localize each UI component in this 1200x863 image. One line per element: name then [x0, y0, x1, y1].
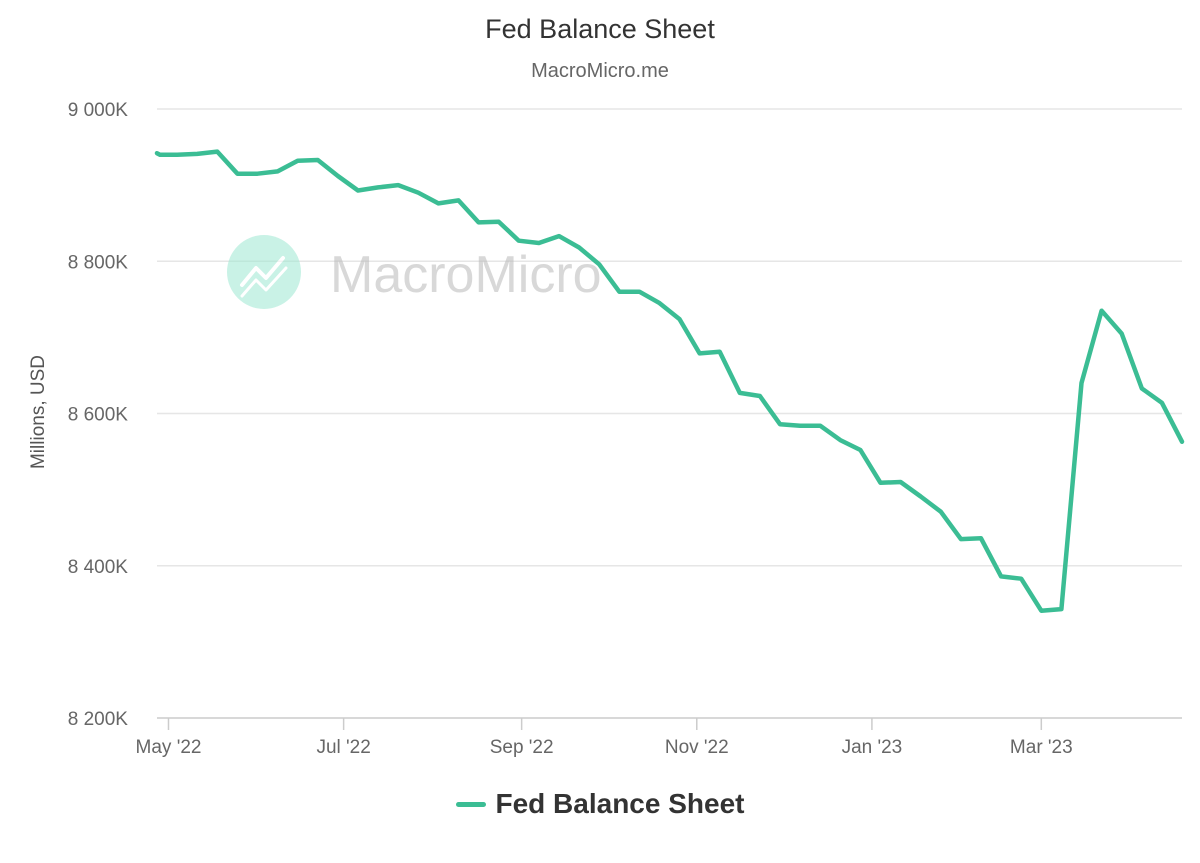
- y-axis-title: Millions, USD: [28, 355, 49, 469]
- x-tick-label: Nov '22: [665, 737, 729, 758]
- y-tick-label: 8 800K: [68, 252, 129, 273]
- watermark-text: MacroMicro: [330, 246, 602, 304]
- chart-subtitle: MacroMicro.me: [531, 60, 669, 82]
- legend[interactable]: Fed Balance Sheet: [0, 788, 1200, 820]
- chart-trend-icon-line-2: [240, 266, 288, 298]
- chart-trend-icon: [227, 235, 301, 309]
- x-tick-label: Sep '22: [490, 737, 554, 758]
- series-line-fed-balance-sheet[interactable]: [154, 149, 1185, 613]
- legend-swatch: [455, 801, 486, 807]
- axes: 9 000K 8 800K 8 600K 8 400K 8 200K May '22 Jul…: [68, 100, 1182, 758]
- chart-title: Fed Balance Sheet: [485, 14, 715, 44]
- y-tick-label: 8 400K: [68, 557, 129, 578]
- watermark: MacroMicro: [227, 235, 602, 309]
- legend-label: Fed Balance Sheet: [495, 788, 745, 819]
- y-tick-label: 8 200K: [68, 709, 129, 730]
- series: [154, 149, 1185, 613]
- y-tick-label: 9 000K: [68, 100, 129, 121]
- grid-lines: [157, 108, 1182, 567]
- chart-trend-icon-line: [240, 256, 285, 287]
- x-tick-label: Mar '23: [1010, 737, 1073, 758]
- x-tick-label: Jan '23: [842, 737, 903, 758]
- x-tick-label: Jul '22: [316, 737, 370, 758]
- y-tick-label: 8 600K: [68, 405, 129, 426]
- x-tick-label: May '22: [136, 737, 202, 758]
